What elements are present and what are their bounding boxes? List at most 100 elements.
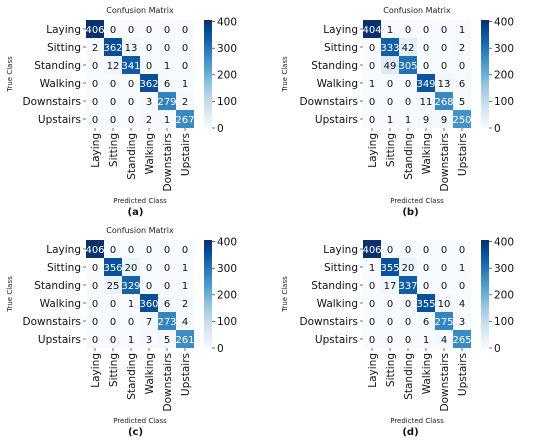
heatmap-cell	[363, 38, 381, 56]
cell-value-label: 0	[92, 61, 98, 72]
heatmap-cell	[158, 276, 176, 294]
heatmap-cell	[158, 330, 176, 348]
heatmap-cell	[158, 312, 176, 330]
cell-value-label: 250	[452, 115, 471, 126]
heatmap-cell	[417, 92, 435, 110]
cell-value-label: 0	[441, 245, 447, 256]
cell-value-label: 3	[459, 317, 465, 328]
cell-value-label: 0	[92, 263, 98, 274]
y-tick-label: Downstairs	[300, 96, 358, 108]
heatmap-cell	[158, 74, 176, 92]
heatmap-cell	[417, 276, 435, 294]
cell-value-label: 0	[405, 245, 411, 256]
colorbar-tick-label: 300	[217, 43, 237, 55]
heatmap-cell	[140, 240, 158, 258]
heatmap-cell	[363, 20, 381, 38]
cell-value-label: 0	[146, 245, 152, 256]
heatmap-cell	[104, 312, 122, 330]
cell-value-label: 0	[441, 43, 447, 54]
cell-value-label: 268	[434, 97, 453, 108]
panel-a: Confusion Matrix 406 0 0 0 0 0 2 362 13 0 0 0 0 12 341 0…	[0, 0, 275, 220]
y-tick-label: Downstairs	[300, 316, 358, 328]
heatmap-cell	[86, 276, 104, 294]
cell-value-label: 0	[369, 299, 375, 310]
heatmap-cell	[104, 240, 122, 258]
colorbar-tick-label: 400	[494, 16, 514, 28]
heatmap-cell	[122, 56, 140, 74]
heatmap-cell	[140, 312, 158, 330]
heatmap-cell	[176, 240, 194, 258]
heatmap-cell	[104, 38, 122, 56]
cell-value-label: 1	[182, 263, 188, 274]
cell-value-label: 0	[441, 263, 447, 274]
heatmap-cell	[140, 294, 158, 312]
cell-value-label: 1	[423, 335, 429, 346]
cell-value-label: 360	[139, 299, 158, 310]
cell-value-label: 0	[110, 245, 116, 256]
cell-value-label: 406	[362, 245, 381, 256]
cell-value-label: 0	[182, 61, 188, 72]
colorbar-tick-label: 100	[494, 316, 514, 328]
heatmap-cell	[140, 38, 158, 56]
cell-value-label: 1	[128, 299, 134, 310]
cell-value-label: 13	[125, 43, 138, 54]
cell-value-label: 0	[182, 25, 188, 36]
cell-value-label: 1	[369, 263, 375, 274]
colorbar-tick-label: 400	[494, 236, 514, 248]
heatmap-cell	[435, 294, 453, 312]
cell-value-label: 0	[387, 317, 393, 328]
panel-b: Confusion Matrix 404 1 0 0 0 1 0 333 42 0 0 2 0 49 305 0…	[275, 0, 550, 220]
heatmap-cell	[104, 92, 122, 110]
x-tick-label: Standing	[403, 133, 415, 180]
cell-value-label: 355	[380, 263, 399, 274]
cell-value-label: 20	[125, 263, 138, 274]
heatmap-cell	[417, 330, 435, 348]
x-axis-title: Predicted Class	[390, 417, 444, 425]
colorbar-tick-label: 0	[494, 123, 501, 135]
heatmap-cell	[122, 258, 140, 276]
colorbar-tick-label: 300	[494, 263, 514, 275]
cell-value-label: 9	[441, 115, 447, 126]
heatmap-cell	[399, 240, 417, 258]
heatmap-cell	[104, 74, 122, 92]
chart-title: Confusion Matrix	[106, 226, 174, 235]
heatmap-cell	[176, 330, 194, 348]
heatmap-cell	[381, 312, 399, 330]
colorbar-tick-label: 0	[217, 123, 224, 135]
heatmap-cell	[158, 56, 176, 74]
colorbar-tick-label: 100	[494, 96, 514, 108]
cell-value-label: 406	[85, 25, 104, 36]
cell-value-label: 0	[423, 245, 429, 256]
heatmap-cell	[417, 38, 435, 56]
heatmap-cell	[435, 240, 453, 258]
heatmap-cell	[399, 20, 417, 38]
x-axis-title: Predicted Class	[113, 417, 167, 425]
cell-value-label: 12	[107, 61, 120, 72]
heatmap-cell	[122, 74, 140, 92]
x-tick-label: Standing	[403, 353, 415, 400]
y-tick-label: Laying	[323, 24, 358, 36]
cell-value-label: 0	[110, 335, 116, 346]
heatmap-cell	[435, 110, 453, 128]
cell-value-label: 0	[92, 335, 98, 346]
y-tick-label: Walking	[317, 78, 358, 90]
cell-value-label: 0	[110, 115, 116, 126]
panel-caption: (d)	[402, 427, 418, 438]
cell-value-label: 4	[459, 299, 465, 310]
heatmap-cell	[453, 240, 471, 258]
cell-value-label: 0	[164, 43, 170, 54]
x-axis-title: Predicted Class	[390, 197, 444, 205]
cell-value-label: 265	[452, 335, 471, 346]
y-tick-label: Downstairs	[23, 96, 81, 108]
x-tick-label: Sitting	[385, 353, 397, 387]
colorbar-tick-label: 200	[494, 290, 514, 302]
heatmap-cell	[417, 20, 435, 38]
heatmap-cell	[399, 330, 417, 348]
heatmap-cell	[122, 294, 140, 312]
chart-title: Confusion Matrix	[383, 6, 451, 15]
cell-value-label: 5	[164, 335, 170, 346]
x-tick-label: Laying	[367, 133, 379, 168]
cell-value-label: 1	[182, 79, 188, 90]
heatmap-cell	[86, 20, 104, 38]
